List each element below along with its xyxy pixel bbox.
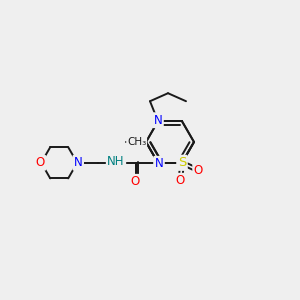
Text: O: O (36, 156, 45, 169)
Text: O: O (194, 164, 203, 177)
Text: N: N (74, 156, 82, 169)
Text: CH₃: CH₃ (127, 137, 146, 147)
Text: N: N (154, 157, 164, 170)
Text: N: N (154, 114, 162, 127)
Text: O: O (176, 174, 185, 187)
Text: NH: NH (107, 155, 125, 168)
Text: S: S (178, 156, 186, 169)
Text: O: O (130, 175, 140, 188)
